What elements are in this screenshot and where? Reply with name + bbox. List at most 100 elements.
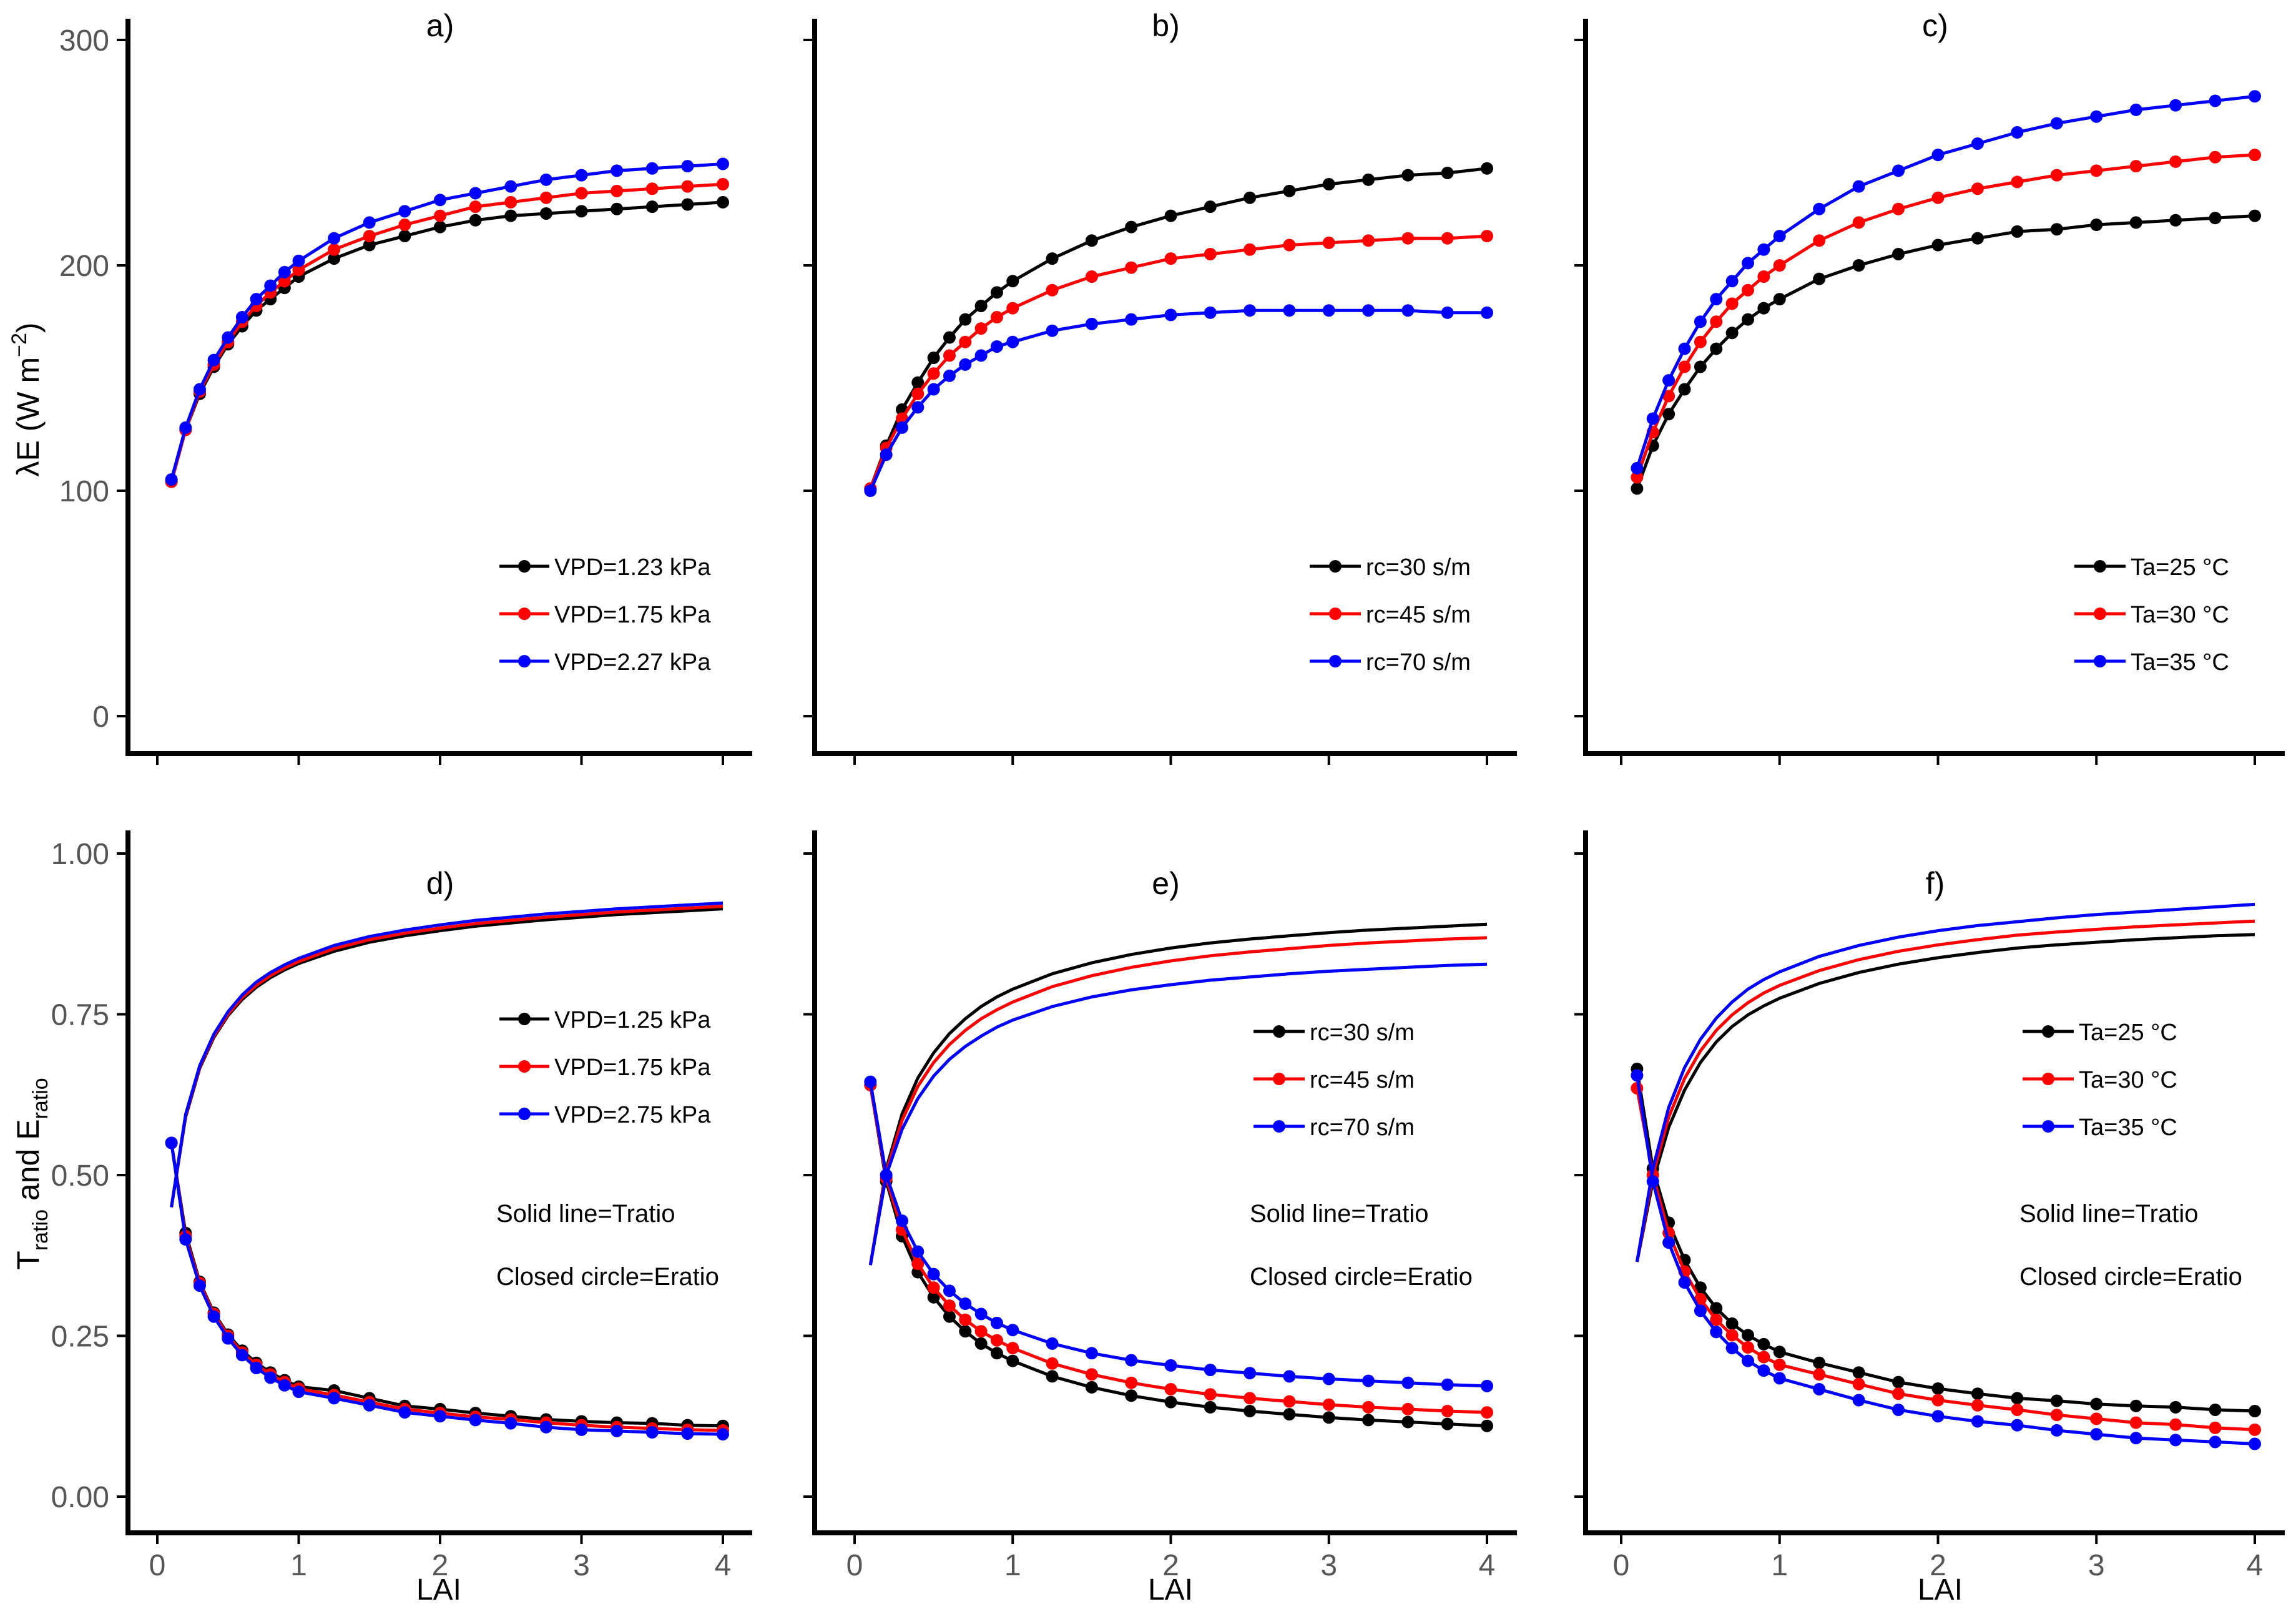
data-point: [2090, 164, 2103, 177]
data-point: [1046, 324, 1059, 337]
note-closed-circle: Closed circle=Eratio: [1250, 1263, 1473, 1291]
eratio-point: [2011, 1419, 2024, 1432]
data-point: [1757, 270, 1770, 283]
eratio-point: [1441, 1417, 1454, 1430]
data-point: [645, 200, 659, 214]
legend-label: Ta=30 °C: [2131, 602, 2229, 628]
eratio-point: [1204, 1400, 1217, 1414]
data-point: [1678, 342, 1691, 355]
data-point: [681, 198, 694, 211]
data-point: [2249, 209, 2261, 222]
data-point: [1244, 304, 1257, 317]
data-point: [1244, 243, 1257, 256]
series-line: [868, 234, 1488, 490]
series-line: [170, 200, 724, 483]
eratio-point: [927, 1267, 940, 1281]
data-point: [1631, 482, 1644, 495]
eratio-point: [1401, 1376, 1415, 1389]
eratio-point: [1725, 1342, 1739, 1355]
ylabel-bottom-t: T: [11, 1251, 46, 1270]
eratio-point: [864, 1075, 877, 1088]
y-tick-label: 100: [59, 475, 109, 508]
x-tick-label: 3: [2088, 1549, 2105, 1582]
eratio-point: [927, 1291, 940, 1304]
panel-f: 0 1 2 3 4 f) Ta=25 °C Ta=30 °C Ta=35 °C Solid lin…: [1574, 830, 2285, 1582]
data-point: [398, 219, 411, 232]
panel-title: d): [426, 866, 454, 901]
legend-key-point: [2094, 608, 2106, 620]
eratio-point: [179, 1233, 192, 1246]
eratio-point: [1773, 1372, 1786, 1385]
eratio-point: [292, 1385, 305, 1399]
eratio-point: [1085, 1380, 1098, 1394]
ylabel-top-sup: −2: [7, 333, 31, 357]
eratio-line: [1635, 1075, 2255, 1445]
data-point: [1971, 232, 1984, 245]
eratio-point: [1742, 1341, 1754, 1354]
legend-label: Ta=35 °C: [2079, 1115, 2177, 1141]
data-point: [1244, 191, 1257, 204]
data-point: [469, 187, 482, 200]
x-tick-label: 0: [1613, 1549, 1630, 1582]
eratio-point: [1757, 1364, 1770, 1377]
panel-title: e): [1152, 866, 1179, 901]
eratio-point: [2249, 1423, 2261, 1436]
note-solid-line: Solid line=Tratio: [2019, 1200, 2198, 1228]
eratio-point: [264, 1371, 277, 1384]
data-point: [2169, 214, 2182, 227]
xlabel-d: LAI: [416, 1573, 461, 1607]
legend-label: Ta=30 °C: [2079, 1067, 2177, 1093]
data-point: [328, 232, 341, 245]
series-blue: [165, 901, 729, 1441]
ylabel-bottom-t-sub: ratio: [29, 1209, 52, 1251]
data-point: [1006, 302, 1019, 315]
eratio-line: [868, 1081, 1488, 1388]
eratio-point: [1742, 1354, 1754, 1367]
data-point: [1046, 252, 1059, 265]
eratio-point: [681, 1427, 694, 1440]
data-point: [717, 195, 729, 209]
series-line: [1636, 214, 2255, 490]
data-point: [434, 194, 446, 207]
eratio-point: [1362, 1400, 1375, 1414]
eratio-point: [1244, 1392, 1257, 1405]
y-tick-label: 300: [59, 24, 109, 57]
data-point: [1694, 360, 1707, 373]
legend-key-point: [1329, 560, 1342, 573]
tratio-line: [868, 962, 1488, 1266]
series-red: [864, 230, 1493, 495]
series-black: [864, 162, 1493, 495]
eratio-point: [1362, 1414, 1375, 1427]
x-tick-label: 0: [846, 1549, 863, 1582]
data-point: [1204, 306, 1217, 319]
data-point: [328, 243, 341, 256]
series-black: [864, 922, 1493, 1432]
panel-title: c): [1922, 8, 1948, 43]
legend-label: VPD=1.75 kPa: [554, 602, 711, 628]
eratio-point: [1164, 1395, 1177, 1409]
eratio-point: [1322, 1411, 1335, 1424]
series-red: [1631, 149, 2261, 484]
eratio-point: [398, 1406, 411, 1419]
eratio-point: [2249, 1405, 2261, 1418]
series-blue: [165, 157, 729, 486]
panel-title: a): [426, 8, 454, 43]
eratio-point: [250, 1362, 263, 1374]
eratio-point: [611, 1424, 624, 1437]
eratio-point: [1725, 1329, 1739, 1342]
eratio-point: [1481, 1419, 1493, 1432]
series-line: [170, 182, 724, 483]
tratio-line: [1635, 919, 2255, 1262]
data-point: [1852, 216, 1865, 229]
series-blue: [1631, 90, 2261, 475]
legend-label: rc=45 s/m: [1366, 602, 1471, 628]
ylabel-bottom-and: and E: [11, 1119, 46, 1209]
eratio-point: [2090, 1428, 2103, 1441]
eratio-point: [2209, 1421, 2222, 1434]
data-point: [1852, 180, 1865, 193]
data-point: [1283, 184, 1296, 197]
data-point: [1971, 182, 1984, 195]
data-point: [1646, 412, 1659, 425]
data-point: [1164, 252, 1177, 265]
